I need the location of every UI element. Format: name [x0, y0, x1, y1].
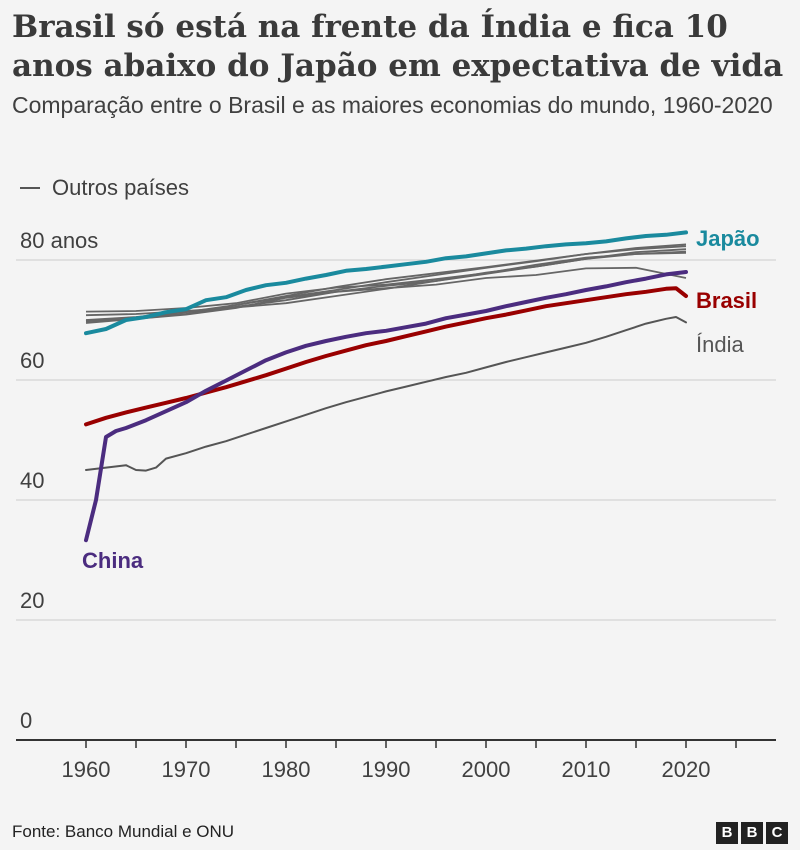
x-tick-label: 1970: [162, 757, 211, 782]
chart-title: Brasil só está na frente da Índia e fica…: [12, 9, 784, 84]
series-line-índia: [85, 316, 687, 472]
series-line-outros: [85, 243, 687, 321]
x-tick-label: 1960: [62, 757, 111, 782]
series-line-japão: [84, 230, 688, 336]
y-tick-label: 40: [20, 468, 44, 493]
x-tick-label: 1990: [362, 757, 411, 782]
series-line-outros: [85, 250, 687, 317]
legend-swatch-outros: [20, 187, 40, 189]
source-note: Fonte: Banco Mundial e ONU: [12, 822, 235, 841]
x-tick-label: 2020: [662, 757, 711, 782]
y-tick-label: 60: [20, 348, 44, 373]
bbc-logo-letter: B: [741, 822, 763, 844]
bbc-logo-letter: B: [716, 822, 738, 844]
x-tick-label: 2000: [462, 757, 511, 782]
legend-label-outros: Outros países: [52, 175, 189, 200]
series-line-china: [84, 270, 688, 543]
series-label-brasil: Brasil: [696, 288, 757, 313]
bbc-logo: B B C: [716, 822, 788, 844]
y-tick-label: 0: [20, 708, 32, 733]
y-tick-label: 20: [20, 588, 44, 613]
series-line-brasil: [84, 286, 688, 427]
series-line-outros: [85, 266, 687, 323]
series-label-china: China: [82, 548, 144, 573]
bbc-logo-letter: C: [766, 822, 788, 844]
x-tick-label: 1980: [262, 757, 311, 782]
series-label-japão: Japão: [696, 226, 760, 251]
y-tick-label: 80 anos: [20, 228, 98, 253]
legend: Outros países: [20, 174, 189, 202]
chart-subtitle: Comparação entre o Brasil e as maiores e…: [12, 92, 773, 118]
series-label-índia: Índia: [696, 332, 744, 357]
line-chart: 0 20 40 60 80 anos 1960 1970 1980 1990 2000 2010 20…: [16, 226, 776, 782]
x-tick-label: 2010: [562, 757, 611, 782]
